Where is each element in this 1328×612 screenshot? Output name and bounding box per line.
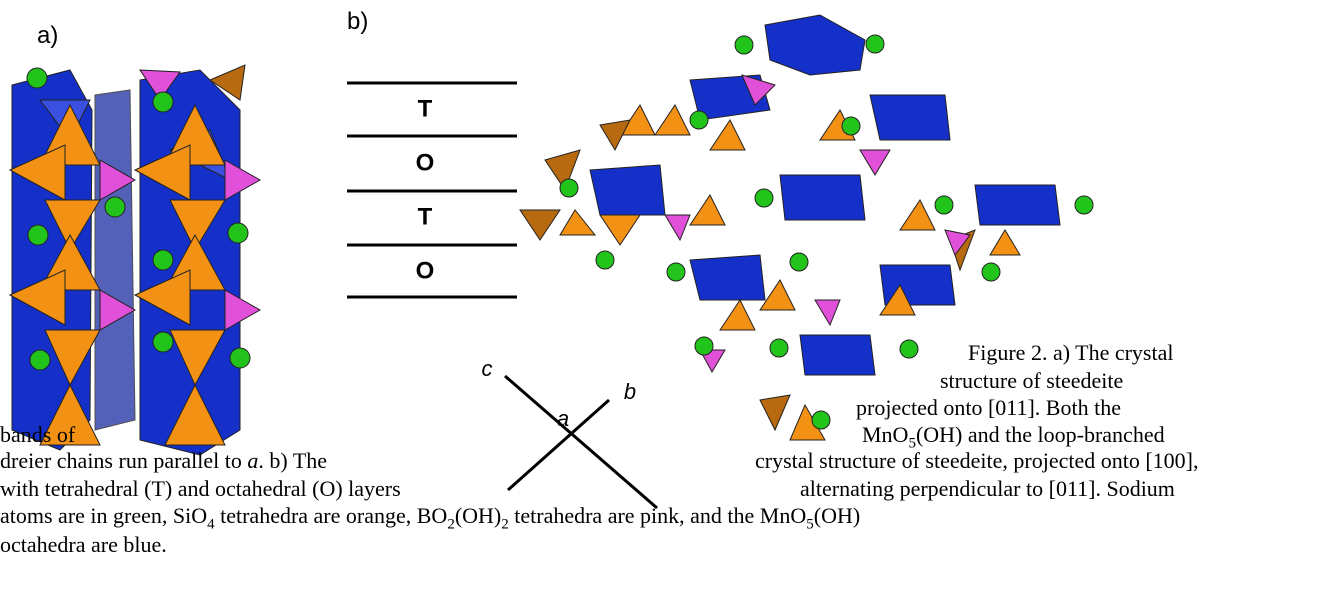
caption-text: projected onto [011]. Both the (856, 395, 1121, 420)
layer-label: T (418, 95, 433, 122)
caption-subscript: 2 (501, 516, 509, 533)
crystal-structure-b (519, 14, 1094, 441)
caption-text: (OH) (813, 503, 861, 528)
layer-label: O (416, 257, 435, 284)
layer-diagram (347, 81, 517, 299)
panel-label: a) (37, 22, 59, 49)
axis-cross (504, 374, 658, 510)
caption-text: atoms are in green, SiO (0, 503, 208, 528)
caption-line: bands of (0, 421, 75, 448)
caption-line: MnO5(OH) and the loop-branched (862, 421, 1165, 452)
caption-text: Figure 2. a) The crystal (968, 340, 1174, 365)
caption-line: atoms are in green, SiO4 tetrahedra are … (0, 502, 861, 533)
caption-subscript: 5 (806, 516, 814, 533)
caption-line: structure of steedeite (940, 367, 1123, 394)
caption-text: . b) The (258, 448, 328, 473)
caption-subscript: 4 (207, 516, 215, 533)
caption-text: (OH) (454, 503, 502, 528)
caption-subscript: 5 (908, 435, 916, 452)
caption-line: octahedra are blue. (0, 531, 167, 558)
caption-italic: a (247, 448, 259, 473)
caption-text: alternating perpendicular to [011]. Sodi… (800, 476, 1175, 501)
caption-text: crystal structure of steedeite, projecte… (755, 448, 1199, 473)
layer-label: T (418, 203, 433, 230)
caption-text: bands of (0, 422, 76, 447)
layer-label: O (416, 149, 435, 176)
caption-line: alternating perpendicular to [011]. Sodi… (800, 475, 1175, 502)
caption-subscript: 2 (447, 516, 455, 533)
axis-label: c (482, 356, 493, 381)
caption-line: projected onto [011]. Both the (856, 394, 1121, 421)
caption-line: Figure 2. a) The crystal (968, 339, 1173, 366)
axis-label: a (557, 406, 569, 431)
caption-text: tetrahedra are orange, BO (214, 503, 448, 528)
caption-text: tetrahedra are pink, and the MnO (508, 503, 807, 528)
caption-line: crystal structure of steedeite, projecte… (755, 447, 1199, 474)
caption-text: with tetrahedral (T) and octahedral (O) … (0, 476, 401, 501)
caption-line: dreier chains run parallel to a. b) The (0, 447, 327, 474)
crystal-structure-a (8, 64, 262, 456)
caption-text: dreier chains run parallel to (0, 448, 248, 473)
caption-text: (OH) and the loop-branched (915, 422, 1165, 447)
panel-label: b) (347, 8, 369, 35)
axis-label: b (624, 379, 636, 404)
caption-text: structure of steedeite (940, 368, 1124, 393)
caption-text: octahedra are blue. (0, 532, 167, 557)
caption-text: MnO (862, 422, 909, 447)
caption-line: with tetrahedral (T) and octahedral (O) … (0, 475, 401, 502)
